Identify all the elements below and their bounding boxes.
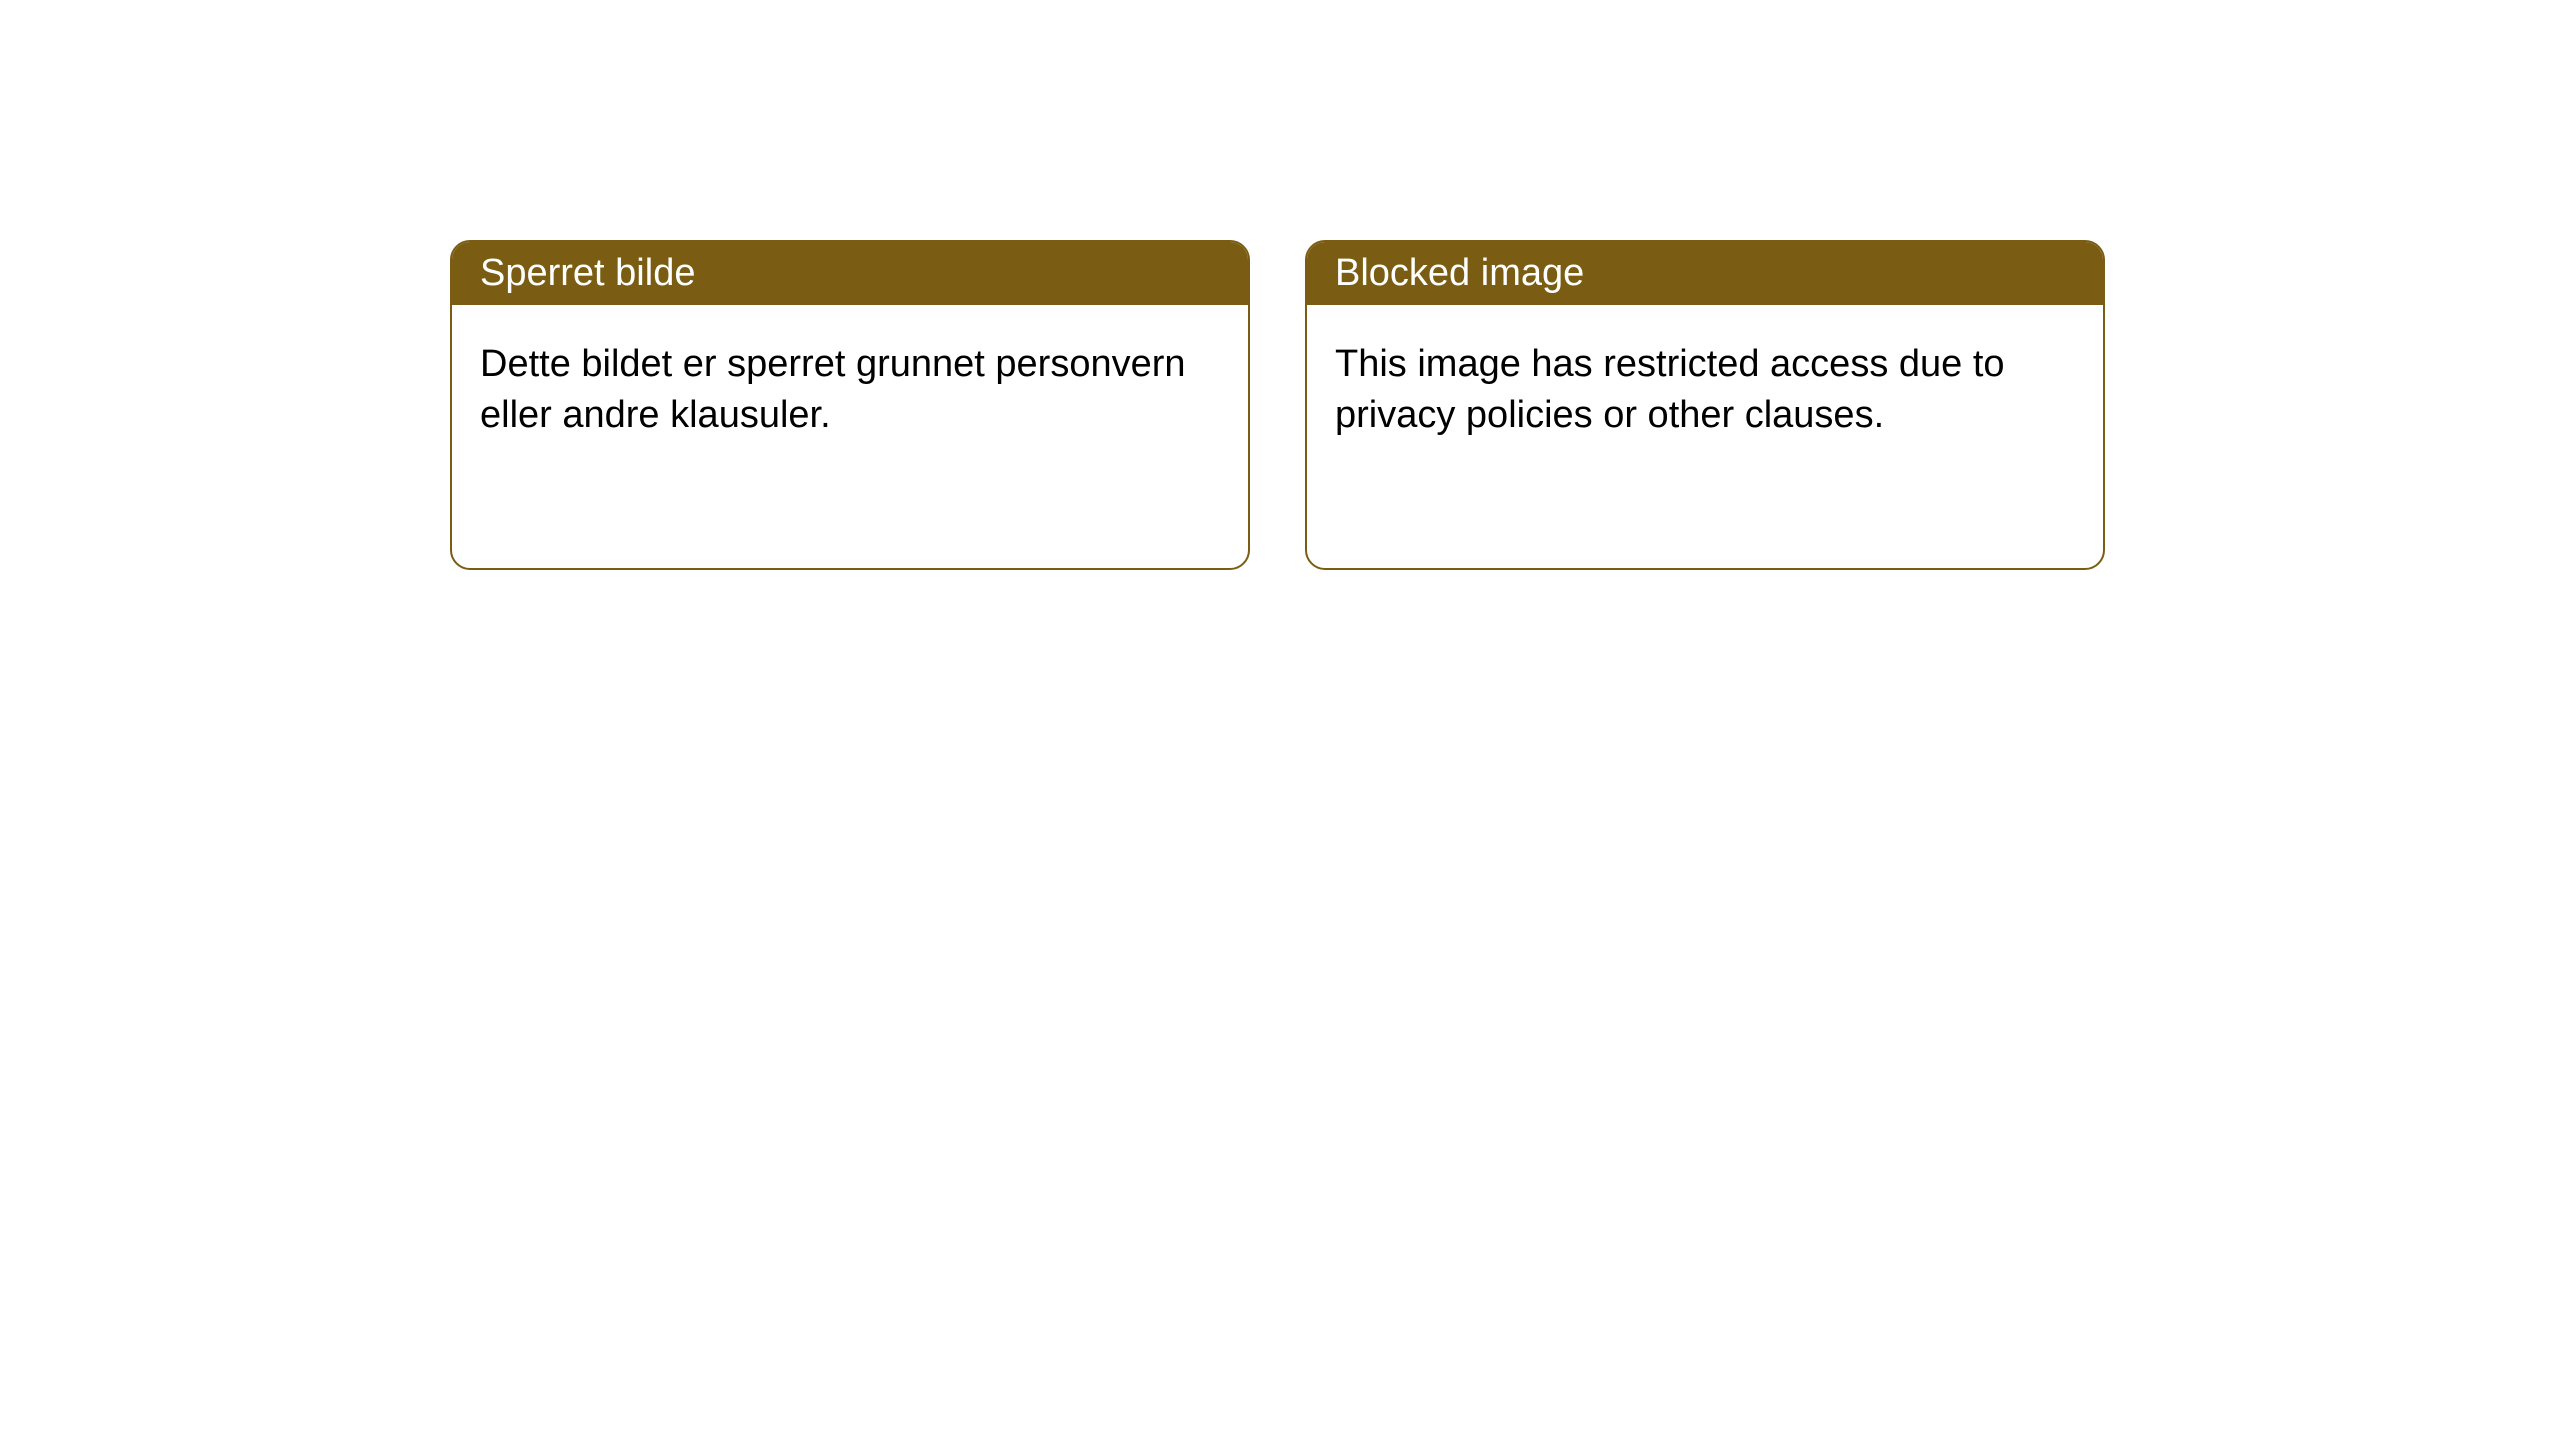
notice-cards-container: Sperret bilde Dette bildet er sperret gr… <box>450 240 2105 570</box>
card-body: This image has restricted access due to … <box>1307 305 2103 476</box>
notice-card-english: Blocked image This image has restricted … <box>1305 240 2105 570</box>
card-header: Sperret bilde <box>452 242 1248 305</box>
card-body: Dette bildet er sperret grunnet personve… <box>452 305 1248 476</box>
card-body-text: Dette bildet er sperret grunnet personve… <box>480 343 1186 436</box>
card-header: Blocked image <box>1307 242 2103 305</box>
card-title: Blocked image <box>1335 252 1584 294</box>
card-title: Sperret bilde <box>480 252 695 294</box>
card-body-text: This image has restricted access due to … <box>1335 343 2005 436</box>
notice-card-norwegian: Sperret bilde Dette bildet er sperret gr… <box>450 240 1250 570</box>
